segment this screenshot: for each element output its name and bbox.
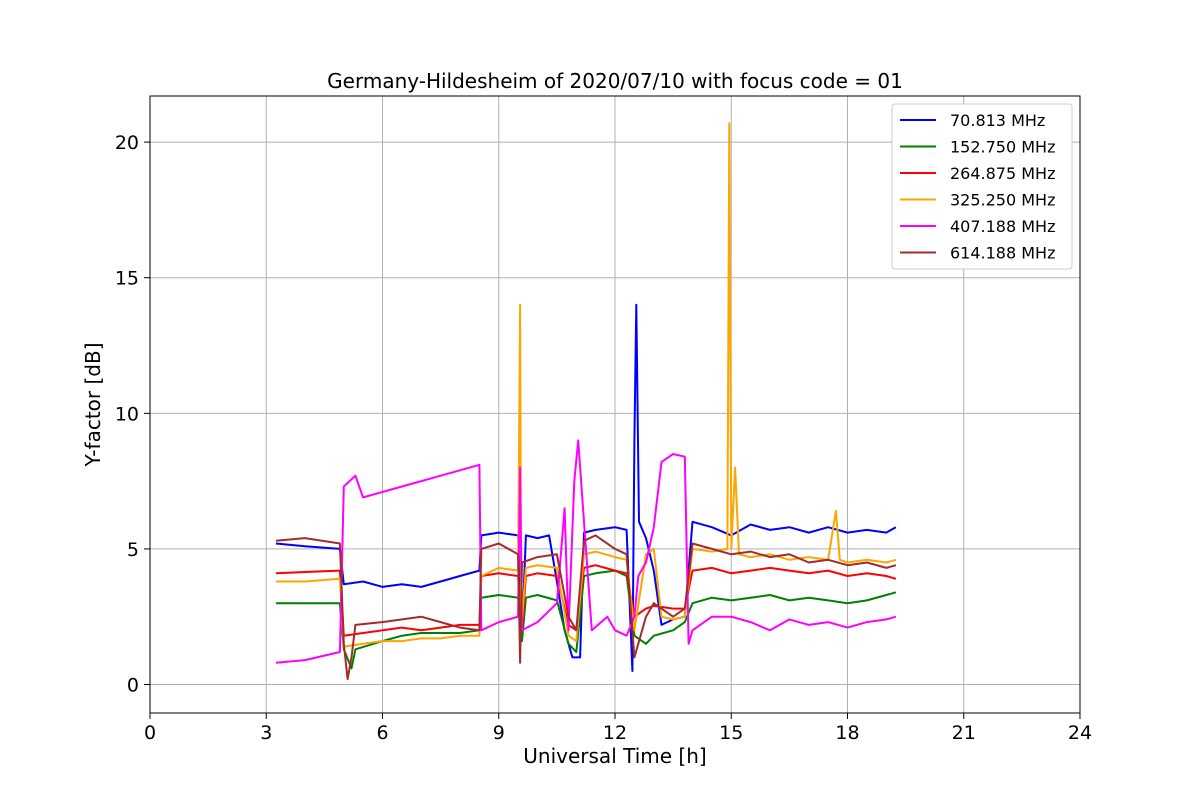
legend-label: 264.875 MHz	[950, 164, 1055, 183]
legend-label: 325.250 MHz	[950, 191, 1055, 210]
series-lines	[275, 122, 897, 681]
series-line-2	[275, 564, 897, 637]
x-tick-label: 3	[260, 722, 272, 744]
series-line-1	[275, 569, 897, 670]
x-tick-label: 15	[719, 722, 743, 744]
series-line-5	[275, 534, 897, 681]
x-tick-label: 21	[952, 722, 976, 744]
legend-label: 407.188 MHz	[950, 217, 1055, 236]
legend-box	[891, 103, 1073, 270]
legend-label: 614.188 MHz	[950, 244, 1055, 263]
chart-title: Germany-Hildesheim of 2020/07/10 with fo…	[327, 69, 903, 93]
x-tick-label: 9	[493, 722, 505, 744]
series-line-4	[275, 439, 897, 664]
legend: 70.813 MHz 152.750 MHz 264.875 MHz 325.250 …	[891, 103, 1073, 270]
y-tick-label: 10	[115, 403, 139, 425]
series-line-0	[275, 303, 897, 672]
legend-label: 152.750 MHz	[950, 138, 1055, 157]
legend-label: 70.813 MHz	[950, 111, 1045, 130]
axis-ticks: 0 3 6 9 12 15 18 21 24 0 5 10 15 20	[115, 132, 1092, 744]
y-tick-label: 5	[127, 539, 139, 561]
y-axis-label: Y-factor [dB]	[81, 342, 105, 467]
y-tick-label: 0	[127, 675, 139, 697]
x-tick-label: 18	[835, 722, 859, 744]
x-tick-label: 12	[603, 722, 627, 744]
x-axis-label: Universal Time [h]	[523, 744, 706, 768]
y-tick-label: 15	[115, 268, 139, 290]
x-tick-label: 6	[376, 722, 388, 744]
x-tick-label: 0	[144, 722, 156, 744]
x-tick-label: 24	[1068, 722, 1092, 744]
y-tick-label: 20	[115, 132, 139, 154]
